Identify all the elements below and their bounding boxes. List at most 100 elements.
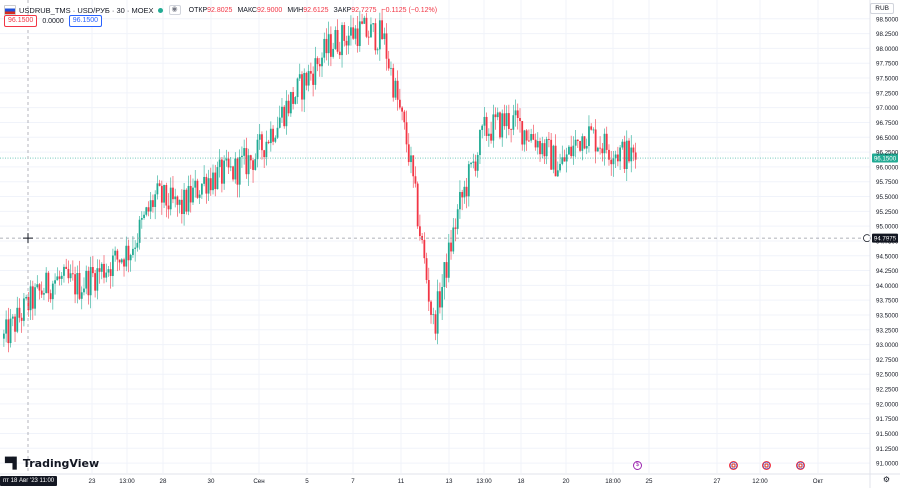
candle-body — [107, 269, 110, 273]
candle-body — [245, 148, 248, 175]
candle-body — [576, 139, 579, 142]
candle-body — [330, 34, 332, 57]
candle-body — [314, 58, 317, 85]
candle-body — [160, 185, 163, 203]
price-tick-label: 92.2500 — [876, 387, 899, 394]
candle-body — [276, 127, 279, 138]
candle-body — [294, 97, 297, 104]
candle-body — [183, 189, 185, 215]
candle-body — [147, 207, 150, 212]
candle-body — [67, 268, 70, 279]
candle-body — [212, 172, 214, 191]
low-label: МИН — [287, 6, 304, 14]
candle-body — [158, 183, 161, 186]
price-tick-label: 92.5000 — [876, 372, 899, 379]
candle-body — [229, 166, 232, 168]
time-tick-label: 7 — [351, 478, 355, 485]
candle-body — [51, 283, 54, 300]
price-tick-label: 97.2500 — [876, 90, 899, 97]
dividend-event-icon[interactable]: $ — [633, 461, 642, 470]
candle-body — [49, 293, 52, 300]
candle-body — [568, 146, 570, 155]
candle-body — [523, 130, 526, 145]
candle-body — [156, 183, 159, 195]
candle-body — [298, 74, 301, 79]
currency-selector[interactable]: RUB — [870, 3, 894, 14]
candle-body — [367, 36, 370, 38]
tradingview-logo[interactable]: ▀▌ TradingView — [5, 457, 99, 470]
price-tick-label: 95.5000 — [876, 194, 899, 201]
candle-body — [479, 129, 481, 156]
candle-body — [610, 159, 613, 165]
candle-body — [370, 24, 372, 38]
candle-body — [583, 136, 586, 149]
price-tick-label: 98.2500 — [876, 31, 899, 38]
candle-body — [476, 155, 479, 171]
candle-body — [321, 57, 323, 67]
candle-body — [114, 250, 117, 256]
candle-body — [463, 186, 466, 198]
candle-body — [474, 161, 477, 171]
crosshair-price-label: 94.7975 — [874, 236, 897, 243]
price-tick-label: 94.0000 — [876, 283, 899, 290]
price-tick-label: 97.0000 — [876, 105, 899, 112]
candle-body — [283, 106, 286, 127]
candle-body — [470, 162, 472, 165]
candle-body — [452, 227, 455, 252]
candle-body — [603, 133, 606, 154]
candle-body — [572, 145, 575, 157]
us-event-flag-icon[interactable] — [762, 461, 771, 470]
candle-body — [416, 183, 419, 227]
candle-body — [167, 205, 170, 210]
candle-body — [612, 158, 615, 165]
candle-body — [316, 58, 319, 65]
visibility-icon[interactable]: ◉ — [168, 5, 181, 15]
chart-settings-icon[interactable]: ⚙ — [882, 475, 890, 484]
candle-body — [432, 314, 435, 316]
us-event-flag-icon[interactable] — [729, 461, 738, 470]
candle-body — [398, 99, 401, 108]
candle-body — [29, 286, 32, 311]
candle-body — [410, 155, 412, 163]
candle-body — [608, 149, 610, 160]
candle-body — [185, 189, 188, 212]
candle-body — [256, 139, 259, 160]
symbol-title[interactable]: USDRUB_TMS · USD/РУБ · 30 · MOEX — [19, 5, 154, 15]
price-tick-label: 96.2500 — [876, 150, 899, 157]
candle-body — [303, 72, 306, 100]
candle-body — [123, 259, 125, 267]
us-event-flag-icon[interactable] — [796, 461, 805, 470]
candle-body — [628, 140, 630, 162]
candle-body — [301, 74, 303, 100]
price-tick-label: 91.7500 — [876, 416, 899, 423]
candle-body — [556, 170, 559, 177]
price-tick-label: 93.5000 — [876, 312, 899, 319]
candle-body — [198, 194, 201, 198]
candle-body — [134, 247, 137, 249]
candle-body — [383, 33, 386, 40]
candle-body — [358, 21, 361, 46]
candle-body — [192, 187, 194, 203]
candle-body — [563, 157, 566, 162]
time-tick-label: Окт — [813, 478, 824, 485]
candle-body — [241, 155, 243, 158]
candle-body — [352, 27, 355, 39]
sell-price-button[interactable]: 96.1500 — [4, 15, 38, 27]
candle-body — [459, 192, 461, 210]
candle-body — [129, 254, 132, 261]
candle-body — [87, 270, 90, 296]
candle-body — [323, 38, 326, 58]
time-tick-label: 13 — [446, 478, 453, 485]
chart-legend: USDRUB_TMS · USD/РУБ · 30 · MOEX ◉ ОТКР … — [4, 3, 442, 17]
candle-body — [178, 199, 181, 205]
candle-body — [9, 318, 12, 344]
candle-body — [3, 333, 5, 339]
buy-price-button[interactable]: 96.1500 — [68, 15, 103, 27]
candle-body — [385, 33, 388, 59]
candle-body — [112, 255, 114, 277]
candle-body — [514, 110, 517, 116]
candle-body — [318, 64, 321, 67]
candle-body — [332, 48, 335, 57]
candle-body — [454, 227, 457, 229]
